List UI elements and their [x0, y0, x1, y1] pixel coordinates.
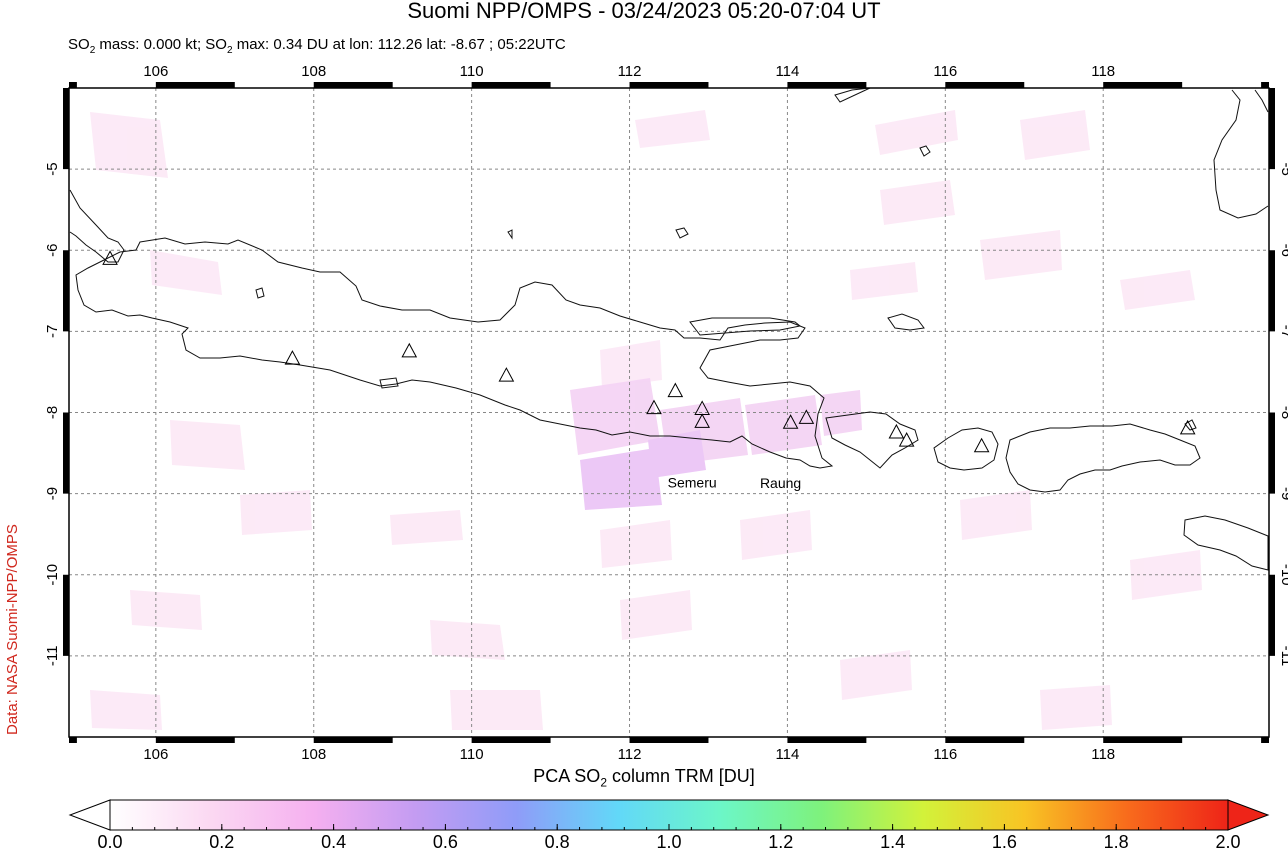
frame-segment — [63, 574, 69, 656]
frame-segment — [1103, 737, 1183, 743]
lat-tick-label-right: -6 — [1278, 244, 1288, 257]
lon-tick-label-top: 112 — [618, 63, 642, 80]
volcano-triangle — [888, 423, 905, 439]
colorbar-title: PCA SO2 column TRM [DU] — [533, 766, 755, 790]
lat-tick-label-right: -7 — [1278, 325, 1288, 338]
lon-tick-label-bottom: 112 — [618, 746, 642, 763]
frame-segment — [1269, 574, 1275, 656]
page-title: Suomi NPP/OMPS - 03/24/2023 05:20-07:04 … — [407, 0, 881, 23]
colorbar-tick-label: 1.8 — [1103, 832, 1129, 852]
frame-segment — [63, 412, 69, 494]
volcano-triangle — [667, 382, 684, 398]
frame-segment — [1269, 88, 1275, 170]
lon-tick-label-bottom: 108 — [301, 746, 326, 763]
frame-segment — [1261, 737, 1269, 743]
lat-tick-label-left: -8 — [44, 406, 61, 419]
volcano-triangle — [401, 342, 418, 358]
frame-segment — [1269, 412, 1275, 494]
lat-lon-grid — [69, 88, 1269, 737]
volcano-triangle — [646, 399, 662, 415]
lon-tick-label-top: 118 — [1091, 63, 1115, 80]
lon-tick-label-top: 116 — [933, 63, 957, 80]
frame-segment — [313, 82, 393, 88]
frame-segment — [471, 82, 551, 88]
so2-max-text: max: 0.34 DU at lon: 112.26 lat: -8.67 ;… — [232, 36, 566, 53]
volcano-triangle — [498, 367, 515, 382]
colorbar-tick-label: 0.8 — [544, 832, 570, 852]
volcano-labels: Semeru Raung — [668, 474, 802, 491]
volcano-triangle — [798, 409, 815, 424]
colorbar-tick-label: 1.2 — [768, 832, 794, 852]
lon-tick-label-top: 110 — [460, 63, 484, 80]
frame-segment — [63, 88, 69, 170]
colorbar-tick-label: 1.4 — [880, 832, 906, 852]
lon-tick-label-bottom: 110 — [460, 746, 484, 763]
colorbar-low-arrow — [68, 799, 111, 831]
colorbar-tick-label: 0.6 — [432, 832, 458, 852]
lon-tick-label-bottom: 114 — [775, 746, 799, 763]
colorbar-tick-label: 2.0 — [1215, 832, 1241, 852]
colorbar-tick-label: 0.2 — [209, 832, 235, 852]
lat-tick-label-left: -5 — [44, 162, 61, 175]
map-frame — [63, 82, 1275, 743]
lat-tick-label-right: -11 — [1278, 646, 1288, 667]
lon-tick-label-top: 106 — [143, 63, 168, 80]
lon-tick-label-top: 114 — [775, 63, 799, 80]
volcano-markers — [102, 250, 1196, 453]
colorbar-high-arrow — [1227, 799, 1270, 831]
frame-segment — [1103, 82, 1183, 88]
lat-tick-label-right: -10 — [1278, 564, 1288, 586]
volcano-triangle — [973, 437, 990, 453]
volcano-label-semeru: Semeru — [668, 474, 717, 490]
lon-tick-label-bottom: 118 — [1091, 746, 1115, 763]
lon-tick-label-top: 108 — [301, 63, 326, 80]
colorbar — [68, 799, 1270, 831]
volcano-triangle — [694, 413, 710, 428]
coastlines — [69, 87, 1269, 571]
lat-tick-label-right: -9 — [1278, 487, 1288, 500]
frame-segment — [1269, 250, 1275, 332]
volcano-triangle — [284, 350, 301, 365]
colorbar-tick-label: 0.4 — [321, 832, 347, 852]
frame-segment — [69, 82, 77, 88]
volcano-triangle — [898, 432, 915, 447]
frame-segment — [629, 737, 709, 743]
frame-segment — [629, 82, 709, 88]
lat-tick-label-left: -10 — [44, 564, 61, 586]
lat-tick-label-right: -8 — [1278, 406, 1288, 419]
volcano-triangle — [1179, 419, 1196, 435]
frame-segment — [63, 250, 69, 332]
lat-tick-label-left: -11 — [44, 646, 61, 667]
colorbar-tick-label: 1.6 — [991, 832, 1017, 852]
frame-segment — [945, 82, 1025, 88]
frame-segment — [787, 737, 867, 743]
axis-labels: 106 106 108 108 110 110 112 112 114 114 116 116 118 1… — [44, 63, 1288, 763]
lon-tick-label-bottom: 116 — [933, 746, 957, 763]
colorbar-gradient — [109, 799, 1229, 831]
frame-segment — [155, 737, 235, 743]
frame-segment — [1261, 82, 1269, 88]
frame-segment — [787, 82, 867, 88]
volcano-label-raung: Raung — [760, 475, 801, 491]
so2-summary: SO2 mass: 0.000 kt; SO2 max: 0.34 DU at … — [68, 36, 566, 56]
lon-tick-label-bottom: 106 — [143, 746, 168, 763]
frame-segment — [155, 82, 235, 88]
lat-tick-label-right: -5 — [1278, 162, 1288, 175]
lat-tick-label-left: -9 — [44, 487, 61, 500]
colorbar-tick-label: 1.0 — [656, 832, 682, 852]
volcano-triangle — [782, 414, 799, 429]
frame-segment — [69, 737, 77, 743]
so2-mass-label: SO — [68, 36, 90, 53]
frame-segment — [471, 737, 551, 743]
volcano-triangle — [102, 250, 118, 265]
frame-segment — [945, 737, 1025, 743]
lat-tick-label-left: -6 — [44, 244, 61, 257]
colorbar-tick-label: 0.0 — [97, 832, 123, 852]
frame-segment — [313, 737, 393, 743]
lat-tick-label-left: -7 — [44, 325, 61, 338]
